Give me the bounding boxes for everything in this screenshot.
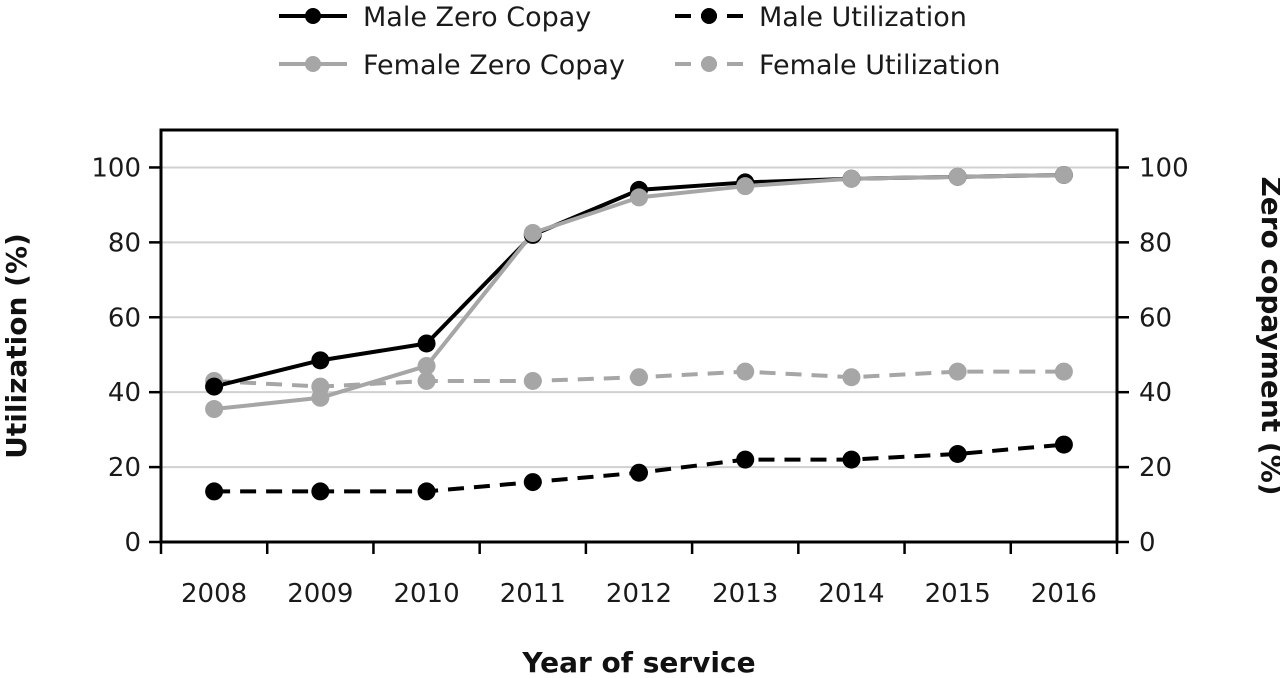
data-point: [842, 368, 861, 387]
x-axis-title: Year of service: [521, 646, 755, 678]
legend-item: Female Zero Copay: [279, 50, 625, 81]
data-point: [630, 368, 648, 387]
y-right-tick-label: 0: [1139, 528, 1156, 558]
y-axis-left: 0 20 40 60 80 100: [91, 153, 161, 558]
data-point: [630, 463, 648, 482]
legend-item: Female Utilization: [675, 50, 1001, 81]
data-point: [842, 450, 861, 469]
y-left-tick-label: 0: [124, 528, 141, 558]
y-left-tick-label: 60: [108, 303, 141, 333]
legend: Male Zero Copay Male Utilization Female Ze…: [279, 2, 1001, 81]
legend-item: Male Utilization: [675, 2, 967, 33]
y-left-tick-label: 40: [108, 378, 141, 408]
data-point: [736, 177, 755, 196]
y-axis-right: 0 20 40 60 80 100: [1117, 153, 1189, 558]
data-point: [205, 400, 224, 419]
data-point: [523, 224, 542, 242]
data-point: [523, 371, 542, 390]
y-left-tick-label: 100: [91, 153, 141, 183]
data-point: [417, 482, 436, 501]
data-point: [948, 167, 967, 186]
data-point: [417, 334, 436, 353]
x-tick-label: 2014: [818, 579, 884, 609]
y-right-tick-label: 20: [1139, 453, 1172, 483]
data-point: [948, 362, 967, 381]
data-point: [311, 482, 330, 501]
data-point: [1054, 435, 1073, 454]
data-point: [523, 473, 542, 492]
x-tick-label: 2010: [393, 579, 459, 609]
y-axis-title-left: Utilization (%): [0, 233, 33, 459]
x-tick-label: 2016: [1031, 579, 1097, 609]
series-points: [205, 165, 1073, 501]
data-point: [417, 356, 436, 375]
plot-frame: [159, 128, 1119, 544]
legend-label: Male Zero Copay: [363, 2, 591, 33]
x-tick-label: 2013: [712, 579, 778, 609]
data-point: [311, 388, 330, 407]
x-axis: 2008 2009 2010 2011 2012 2013 2014 2015 2016: [159, 542, 1119, 609]
x-tick-label: 2011: [500, 579, 566, 609]
data-point: [736, 450, 755, 469]
data-point: [311, 351, 330, 370]
y-right-tick-label: 60: [1139, 303, 1172, 333]
series-lines: [213, 172, 1065, 494]
x-tick-label: 2012: [606, 579, 672, 609]
y-left-tick-label: 80: [108, 228, 141, 258]
series-line-male-zero-copay: [213, 172, 1064, 389]
data-point: [630, 188, 648, 207]
y-right-tick-label: 80: [1139, 228, 1172, 258]
y-right-tick-label: 100: [1139, 153, 1189, 183]
legend-swatch-marker: [701, 56, 717, 72]
x-tick-label: 2015: [925, 579, 991, 609]
data-point: [948, 444, 967, 463]
legend-swatch-marker: [701, 8, 717, 24]
legend-item: Male Zero Copay: [279, 2, 591, 33]
legend-label: Female Utilization: [759, 50, 1001, 81]
legend-swatch-marker: [305, 56, 321, 72]
data-point: [205, 377, 224, 396]
data-point: [736, 362, 755, 381]
y-left-tick-label: 20: [108, 453, 141, 483]
data-point: [1054, 362, 1073, 381]
data-point: [417, 371, 436, 390]
data-point: [1054, 165, 1073, 184]
y-axis-title-right: Zero copayment (%): [1255, 176, 1280, 495]
gridlines: [161, 166, 1117, 469]
legend-swatch-marker: [305, 8, 321, 24]
legend-label: Female Zero Copay: [363, 50, 625, 81]
legend-label: Male Utilization: [759, 2, 967, 33]
data-point: [842, 169, 861, 188]
data-point: [205, 482, 224, 501]
y-right-tick-label: 40: [1139, 378, 1172, 408]
x-tick-label: 2009: [287, 579, 353, 609]
x-tick-label: 2008: [181, 579, 247, 609]
